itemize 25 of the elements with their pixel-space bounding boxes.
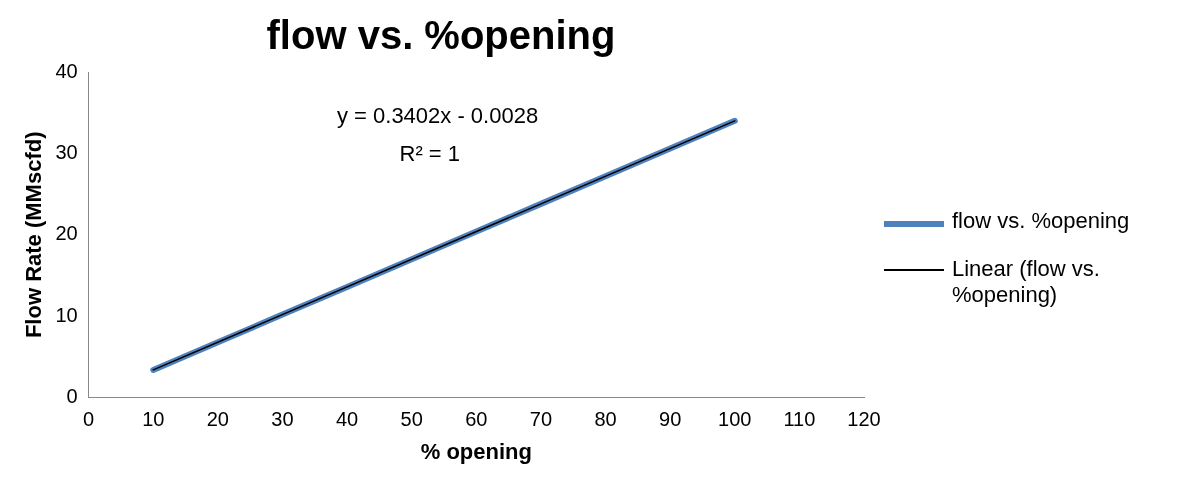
x-tick-label: 20 xyxy=(206,408,229,431)
legend-label: flow vs. %opening xyxy=(952,208,1130,234)
x-tick-label: 50 xyxy=(400,408,423,431)
x-tick-label: 90 xyxy=(659,408,682,431)
x-tick-label: 60 xyxy=(465,408,488,431)
x-tick-label: 0 xyxy=(83,408,95,431)
x-tick-label: 100 xyxy=(718,408,752,431)
x-tick-label: 120 xyxy=(847,408,881,431)
x-tick-label: 80 xyxy=(594,408,617,431)
y-tick-label: 30 xyxy=(55,140,78,163)
x-tick-label: 10 xyxy=(142,408,165,431)
x-tick-label: 30 xyxy=(271,408,294,431)
y-tick-label: 40 xyxy=(55,59,78,82)
y-tick-label: 20 xyxy=(55,222,78,245)
y-tick-label: 0 xyxy=(66,385,78,408)
x-tick-label: 70 xyxy=(529,408,553,431)
x-axis-title: % opening xyxy=(420,438,532,464)
y-tick-label: 10 xyxy=(55,303,78,326)
annotation: y = 0.3402x - 0.0028 xyxy=(336,103,539,129)
annotation: R² = 1 xyxy=(399,141,461,167)
legend-label: Linear (flow vs. %opening) xyxy=(952,256,1101,308)
y-axis-title: Flow Rate (MMscfd) xyxy=(21,131,47,339)
x-tick-label: 40 xyxy=(335,408,359,431)
chart-title: flow vs. %opening xyxy=(266,13,616,58)
x-tick-label: 110 xyxy=(783,408,816,431)
